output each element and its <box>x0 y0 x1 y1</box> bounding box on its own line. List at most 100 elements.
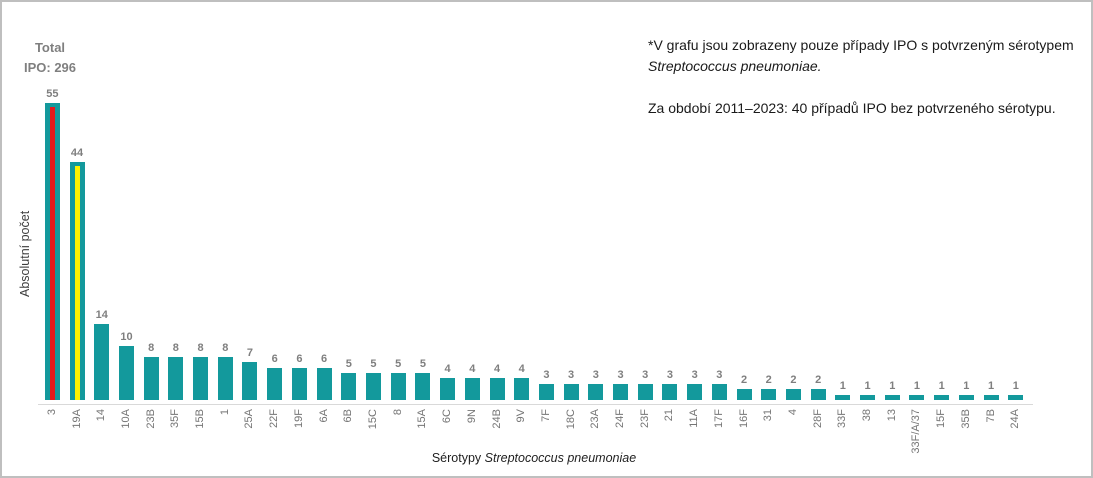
footnote-text: *V grafu jsou zobrazeny pouze případy IP… <box>648 37 1074 53</box>
category-slot-13: 13 <box>880 409 905 455</box>
bar-slot-28F: 2 <box>806 375 831 400</box>
category-label-6B: 6B <box>342 409 355 423</box>
bar-8 <box>390 373 406 400</box>
bar-24F <box>613 384 629 400</box>
category-label-18C: 18C <box>564 409 577 430</box>
category-slot-33F: 33F <box>831 409 856 455</box>
category-slot-33F/A/37: 33F/A/37 <box>905 409 930 455</box>
category-slot-10A: 10A <box>114 409 139 455</box>
category-label-38: 38 <box>861 409 874 422</box>
bar-value-label: 5 <box>395 358 402 370</box>
category-label-24B: 24B <box>490 409 503 429</box>
category-label-17F: 17F <box>712 409 725 428</box>
bar-slot-7B: 1 <box>979 381 1004 400</box>
bar-value-label: 3 <box>617 369 624 381</box>
bar-value-label: 1 <box>988 380 995 392</box>
x-axis-title-regular: Sérotypy <box>431 451 482 465</box>
footnote-species-italic: Streptococcus pneumoniae. <box>648 58 822 74</box>
bar-19A <box>69 162 85 400</box>
bar-slot-24B: 4 <box>485 364 510 400</box>
bar-slot-11A: 3 <box>682 370 707 400</box>
bar-35B <box>958 395 974 400</box>
bar-value-label: 5 <box>370 358 377 370</box>
category-label-7F: 7F <box>539 409 552 422</box>
bar-6A <box>316 368 332 400</box>
bar-13 <box>884 395 900 400</box>
bar-slot-23F: 3 <box>633 370 658 400</box>
bar-value-label: 3 <box>543 369 550 381</box>
category-slot-15F: 15F <box>929 409 954 455</box>
bar-slot-6C: 4 <box>435 364 460 400</box>
category-slot-24A: 24A <box>1003 409 1028 455</box>
bar-23A <box>588 384 604 400</box>
bar-33F/A/37 <box>909 395 925 400</box>
bar-slot-23A: 3 <box>583 370 608 400</box>
bar-value-label: 8 <box>197 342 204 354</box>
category-label-6C: 6C <box>441 409 454 424</box>
category-slot-23B: 23B <box>139 409 164 455</box>
category-label-31: 31 <box>762 409 775 422</box>
category-label-10A: 10A <box>119 409 132 429</box>
bar-19F <box>291 368 307 400</box>
bar-15B <box>193 357 209 400</box>
category-slot-16F: 16F <box>732 409 757 455</box>
bar-slot-15A: 5 <box>411 359 436 400</box>
bar-value-label: 1 <box>1012 380 1019 392</box>
bar-slot-24F: 3 <box>608 370 633 400</box>
bar-value-label: 44 <box>70 147 84 159</box>
bar-slot-31: 2 <box>756 375 781 400</box>
bar-6C <box>440 378 456 400</box>
bar-value-label: 3 <box>568 369 575 381</box>
total-value: IPO: 296 <box>23 60 77 76</box>
bar-31 <box>761 389 777 400</box>
category-label-35B: 35B <box>959 409 972 429</box>
category-slot-18C: 18C <box>559 409 584 455</box>
x-axis-title: Sérotypy Streptococcus pneumoniae <box>40 451 1028 465</box>
bar-value-label: 8 <box>222 342 229 354</box>
category-label-23B: 23B <box>144 409 157 429</box>
bar-value-label: 7 <box>246 347 254 359</box>
bar-value-label: 5 <box>419 358 426 370</box>
bar-value-label: 10 <box>120 331 133 343</box>
bar-15F <box>934 395 950 400</box>
bar-9V <box>514 378 530 400</box>
bar-value-label: 14 <box>95 309 108 321</box>
category-label-6A: 6A <box>317 409 330 423</box>
bar-14 <box>94 324 110 400</box>
bar-value-label: 1 <box>938 380 945 392</box>
bar-10A <box>118 346 134 400</box>
footnote: *V grafu jsou zobrazeny pouze případy IP… <box>648 35 1091 140</box>
category-label-15F: 15F <box>935 409 948 428</box>
bar-slot-33F: 1 <box>831 381 856 400</box>
bar-16F <box>736 389 752 400</box>
bar-slot-18C: 3 <box>559 370 584 400</box>
bar-7F <box>538 384 554 400</box>
bar-slot-17F: 3 <box>707 370 732 400</box>
category-label-23F: 23F <box>638 409 651 428</box>
bar-3 <box>44 103 60 400</box>
total-label: Total <box>34 40 66 55</box>
bar-slot-15F: 1 <box>929 381 954 400</box>
bar-value-label: 1 <box>963 380 970 392</box>
category-label-9V: 9V <box>515 409 528 423</box>
bar-33F <box>835 395 851 400</box>
category-label-19F: 19F <box>292 409 305 428</box>
bar-slot-10A: 10 <box>114 332 139 400</box>
bar-value-label: 2 <box>765 374 772 386</box>
category-slot-23F: 23F <box>633 409 658 455</box>
total-ipo-annotation: Total IPO: 296 <box>10 38 90 78</box>
bar-slot-19F: 6 <box>287 354 312 400</box>
bar-24A <box>1008 395 1024 400</box>
category-slot-15B: 15B <box>188 409 213 455</box>
bar-slot-24A: 1 <box>1003 381 1028 400</box>
bar-value-label: 6 <box>321 353 328 365</box>
bar-7B <box>983 395 999 400</box>
category-slot-7B: 7B <box>979 409 1004 455</box>
category-slot-3: 3 <box>40 409 65 455</box>
category-slot-28F: 28F <box>806 409 831 455</box>
bar-25A <box>242 362 258 400</box>
category-slot-17F: 17F <box>707 409 732 455</box>
bar-slot-22F: 6 <box>262 354 287 400</box>
bar-slot-35F: 8 <box>164 343 189 400</box>
category-label-33F: 33F <box>836 409 849 428</box>
